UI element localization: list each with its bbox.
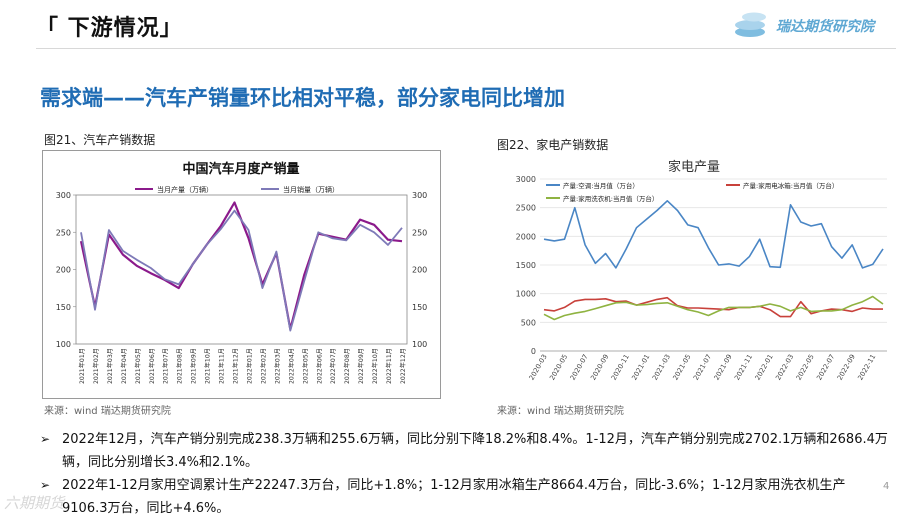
y-tick-label: 500 xyxy=(521,318,536,327)
series-line-sales xyxy=(80,209,403,332)
figure1-caption: 图21、汽车产销数据 xyxy=(44,133,156,147)
bullet-arrow-icon: ➢ xyxy=(40,432,51,446)
left-y-tick-label: 300 xyxy=(56,191,71,200)
company-logo-text: 瑞达期货研究院 xyxy=(776,19,874,35)
x-tick-label: 2022-11 xyxy=(856,353,877,382)
x-tick-label: 2021-07 xyxy=(692,353,713,382)
right-y-tick-label: 300 xyxy=(412,191,427,200)
x-tick-label: 2021年01月 xyxy=(78,348,86,384)
x-tick-label: 2020-07 xyxy=(569,353,590,382)
auto-chart: 中国汽车月度产销量 100 100 150 150 200 200 250 250 300 300 2… xyxy=(42,150,441,399)
x-tick-label: 2022-09 xyxy=(836,353,857,382)
x-tick-label: 2021-01 xyxy=(630,353,651,382)
x-tick-label: 2022-05 xyxy=(795,353,816,382)
x-tick-label: 2022年12月 xyxy=(399,348,407,384)
left-y-tick-label: 150 xyxy=(56,303,71,312)
legend-label: 产量:家用电冰箱:当月值（万台） xyxy=(743,181,838,190)
left-y-tick-label: 250 xyxy=(56,228,71,237)
x-tick-label: 2021-05 xyxy=(671,353,692,382)
y-tick-label: 2500 xyxy=(516,204,536,213)
x-tick-label: 2022年10月 xyxy=(371,348,379,384)
slide-headline: 需求端——汽车产销量环比相对平稳，部分家电同比增加 xyxy=(40,86,565,110)
x-tick-label: 2021-11 xyxy=(733,353,754,382)
y-tick-label: 1000 xyxy=(516,290,536,299)
x-tick-label: 2022年07月 xyxy=(329,348,337,384)
bullet-arrow-icon: ➢ xyxy=(40,478,51,492)
x-tick-label: 2022年06月 xyxy=(315,348,323,384)
bullet-text: 2022年1-12月家用空调累计生产22247.3万台，同比+1.8%；1-12… xyxy=(62,478,846,516)
figure2-caption: 图22、家电产销数据 xyxy=(497,138,609,152)
x-tick-label: 2021年09月 xyxy=(190,348,198,384)
x-tick-label: 2022年05月 xyxy=(301,348,309,384)
x-tick-label: 2021年02月 xyxy=(92,348,100,384)
right-y-tick-label: 200 xyxy=(412,266,427,275)
page-number: 4 xyxy=(883,481,890,492)
x-tick-label: 2021-09 xyxy=(713,353,734,382)
right-y-tick-label: 250 xyxy=(412,228,427,237)
legend-label: 产量:家用洗衣机:当月值（万台） xyxy=(563,194,658,203)
header-divider xyxy=(36,48,896,49)
y-tick-label: 2000 xyxy=(516,232,536,241)
x-tick-label: 2020-09 xyxy=(589,353,610,382)
series-line-washer xyxy=(543,295,884,321)
x-tick-label: 2022年01月 xyxy=(245,348,253,384)
left-y-tick-label: 100 xyxy=(56,340,71,349)
x-tick-label: 2022年03月 xyxy=(273,348,281,384)
y-tick-label: 0 xyxy=(531,347,536,356)
x-tick-label: 2022-01 xyxy=(754,353,775,382)
right-y-tick-label: 100 xyxy=(412,340,427,349)
page-section-title: 「 下游情况」 xyxy=(36,16,183,41)
x-tick-label: 2022年04月 xyxy=(287,348,295,384)
x-tick-label: 2021年12月 xyxy=(232,348,240,384)
company-logo xyxy=(735,12,766,37)
appliance-chart: 家电产量 0 500 1000 1500 2000 2500 3000 2020-03 2020-… xyxy=(494,153,894,397)
series-line-ac xyxy=(543,199,884,269)
x-tick-label: 2021年11月 xyxy=(218,348,226,384)
x-tick-label: 2021年06月 xyxy=(148,348,156,384)
x-tick-label: 2022年09月 xyxy=(357,348,365,384)
auto-chart-svg: 中国汽车月度产销量 100 100 150 150 200 200 250 250 300 300 2… xyxy=(56,161,428,384)
x-tick-label: 2021年08月 xyxy=(176,348,184,384)
x-tick-label: 2022年11月 xyxy=(385,348,393,384)
x-tick-label: 2021年10月 xyxy=(204,348,212,384)
legend-label: 当月产量（万辆） xyxy=(157,185,213,194)
x-tick-label: 2020-03 xyxy=(528,353,549,382)
y-tick-label: 3000 xyxy=(516,175,536,184)
figure2-source: 来源：wind 瑞达期货研究院 xyxy=(497,406,624,417)
x-tick-label: 2021年03月 xyxy=(106,348,114,384)
right-y-tick-label: 150 xyxy=(412,303,427,312)
x-tick-label: 2021-03 xyxy=(651,353,672,382)
series-line-fridge xyxy=(543,296,883,318)
x-tick-label: 2021年05月 xyxy=(134,348,142,384)
figure1-source: 来源：wind 瑞达期货研究院 xyxy=(44,406,171,417)
chart-title: 中国汽车月度产销量 xyxy=(182,161,299,177)
x-tick-label: 2022年02月 xyxy=(259,348,267,384)
bullet-text: 2022年12月，汽车产销分别完成238.3万辆和255.6万辆，同比分别下降1… xyxy=(62,432,888,470)
legend-label: 产量:空调:当月值（万台） xyxy=(563,181,639,190)
y-tick-label: 1500 xyxy=(516,261,536,270)
coin-stack-icon xyxy=(735,12,766,37)
x-tick-label: 2022-03 xyxy=(774,353,795,382)
watermark: 六期期货 xyxy=(4,494,65,512)
x-tick-label: 2021年07月 xyxy=(162,348,170,384)
chart-title: 家电产量 xyxy=(668,159,720,175)
left-y-tick-label: 200 xyxy=(56,266,71,275)
x-tick-label: 2022年08月 xyxy=(343,348,351,384)
legend-label: 当月销量（万辆） xyxy=(283,185,339,194)
x-tick-label: 2020-11 xyxy=(610,353,631,382)
x-tick-label: 2021年04月 xyxy=(120,348,128,384)
x-tick-label: 2022-07 xyxy=(815,353,836,382)
x-tick-label: 2020-05 xyxy=(548,353,569,382)
